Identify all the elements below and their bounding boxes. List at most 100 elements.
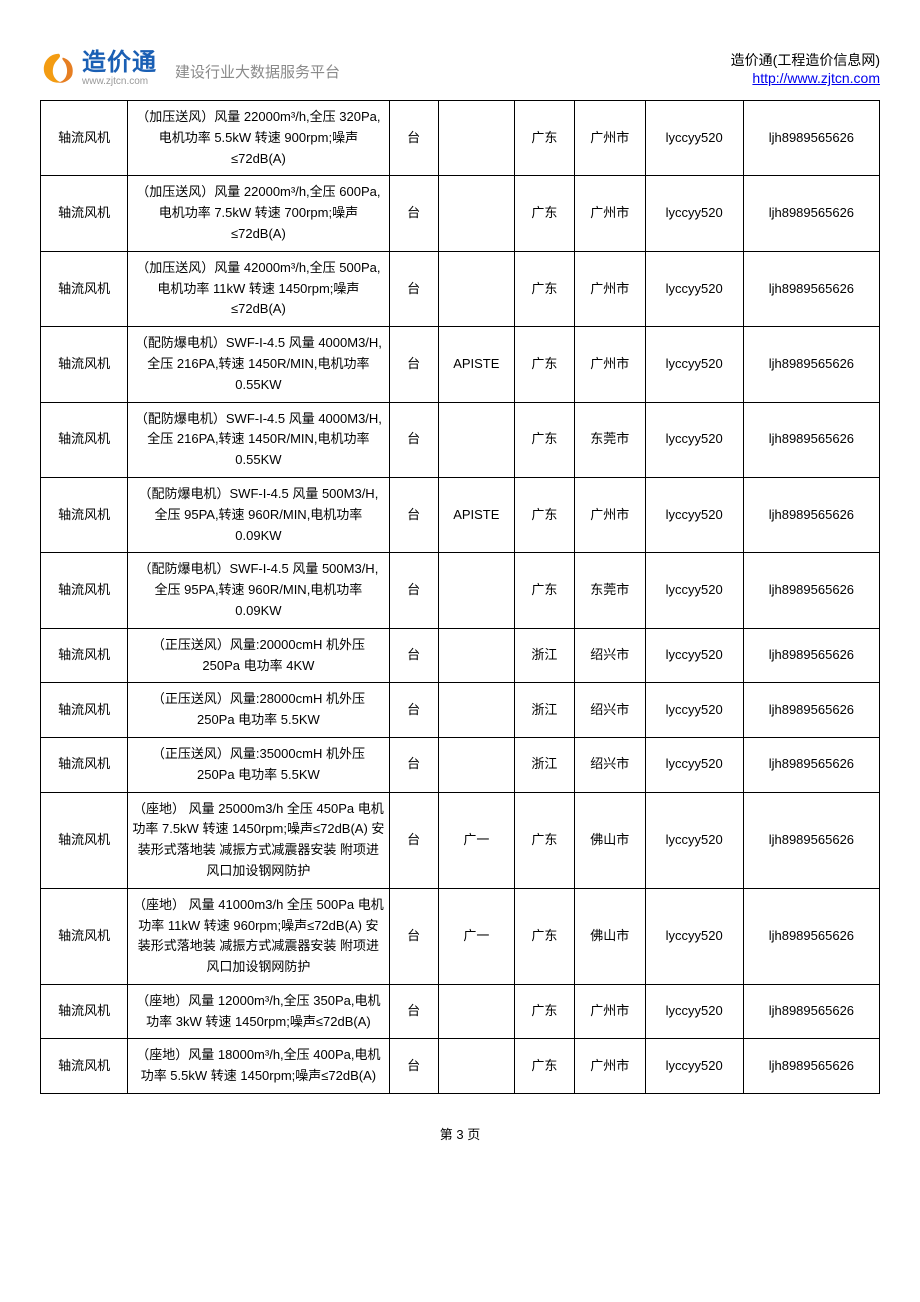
logo-name: 造价通 (82, 51, 157, 75)
cell-city: 佛山市 (574, 792, 645, 888)
cell-name: 轴流风机 (41, 477, 128, 552)
site-link[interactable]: http://www.zjtcn.com (752, 70, 880, 86)
logo-url: www.zjtcn.com (82, 77, 157, 87)
cell-name: 轴流风机 (41, 176, 128, 251)
data-table: 轴流风机（加压送风）风量 22000m³/h,全压 320Pa,电机功率 5.5… (40, 100, 880, 1094)
cell-code: ljh8989565626 (743, 683, 879, 738)
cell-code: ljh8989565626 (743, 792, 879, 888)
cell-city: 绍兴市 (574, 737, 645, 792)
cell-unit: 台 (389, 251, 438, 326)
cell-city: 绍兴市 (574, 628, 645, 683)
cell-city: 广州市 (574, 176, 645, 251)
page-number: 第 3 页 (440, 1127, 480, 1142)
cell-spec: （座地）风量 18000m³/h,全压 400Pa,电机功率 5.5kW 转速 … (128, 1039, 390, 1094)
site-name: 造价通(工程造价信息网) (731, 50, 880, 70)
cell-brand (438, 737, 514, 792)
cell-unit: 台 (389, 888, 438, 984)
table-row: 轴流风机（正压送风）风量:20000cmH 机外压 250Pa 电功率 4KW台… (41, 628, 880, 683)
logo-swirl-icon (40, 50, 78, 88)
cell-city: 广州市 (574, 1039, 645, 1094)
cell-code: ljh8989565626 (743, 888, 879, 984)
cell-brand (438, 628, 514, 683)
cell-user: lyccyy520 (645, 402, 743, 477)
cell-prov: 广东 (514, 327, 574, 402)
cell-user: lyccyy520 (645, 176, 743, 251)
cell-unit: 台 (389, 683, 438, 738)
cell-code: ljh8989565626 (743, 984, 879, 1039)
cell-brand: APISTE (438, 477, 514, 552)
cell-code: ljh8989565626 (743, 402, 879, 477)
cell-spec: （配防爆电机）SWF-I-4.5 风量 4000M3/H,全压 216PA,转速… (128, 327, 390, 402)
cell-spec: （座地）风量 12000m³/h,全压 350Pa,电机功率 3kW 转速 14… (128, 984, 390, 1039)
cell-user: lyccyy520 (645, 628, 743, 683)
cell-code: ljh8989565626 (743, 737, 879, 792)
cell-code: ljh8989565626 (743, 553, 879, 628)
cell-spec: （配防爆电机）SWF-I-4.5 风量 4000M3/H,全压 216PA,转速… (128, 402, 390, 477)
cell-user: lyccyy520 (645, 683, 743, 738)
cell-prov: 广东 (514, 1039, 574, 1094)
cell-unit: 台 (389, 176, 438, 251)
cell-spec: （正压送风）风量:28000cmH 机外压 250Pa 电功率 5.5KW (128, 683, 390, 738)
cell-spec: （加压送风）风量 42000m³/h,全压 500Pa,电机功率 11kW 转速… (128, 251, 390, 326)
cell-prov: 广东 (514, 984, 574, 1039)
cell-prov: 浙江 (514, 628, 574, 683)
cell-prov: 广东 (514, 101, 574, 176)
cell-brand (438, 101, 514, 176)
table-row: 轴流风机（座地） 风量 25000m3/h 全压 450Pa 电机功率 7.5k… (41, 792, 880, 888)
cell-city: 广州市 (574, 251, 645, 326)
cell-brand: APISTE (438, 327, 514, 402)
table-row: 轴流风机（配防爆电机）SWF-I-4.5 风量 4000M3/H,全压 216P… (41, 327, 880, 402)
cell-brand (438, 984, 514, 1039)
cell-brand (438, 176, 514, 251)
table-row: 轴流风机（正压送风）风量:35000cmH 机外压 250Pa 电功率 5.5K… (41, 737, 880, 792)
cell-code: ljh8989565626 (743, 477, 879, 552)
page-header: 造价通 www.zjtcn.com 建设行业大数据服务平台 造价通(工程造价信息… (40, 50, 880, 88)
cell-brand: 广一 (438, 792, 514, 888)
cell-code: ljh8989565626 (743, 327, 879, 402)
cell-spec: （正压送风）风量:20000cmH 机外压 250Pa 电功率 4KW (128, 628, 390, 683)
cell-spec: （加压送风）风量 22000m³/h,全压 600Pa,电机功率 7.5kW 转… (128, 176, 390, 251)
cell-name: 轴流风机 (41, 251, 128, 326)
cell-unit: 台 (389, 402, 438, 477)
cell-code: ljh8989565626 (743, 251, 879, 326)
table-row: 轴流风机（座地） 风量 41000m3/h 全压 500Pa 电机功率 11kW… (41, 888, 880, 984)
table-row: 轴流风机（座地）风量 12000m³/h,全压 350Pa,电机功率 3kW 转… (41, 984, 880, 1039)
cell-prov: 广东 (514, 251, 574, 326)
cell-spec: （正压送风）风量:35000cmH 机外压 250Pa 电功率 5.5KW (128, 737, 390, 792)
cell-city: 佛山市 (574, 888, 645, 984)
cell-unit: 台 (389, 737, 438, 792)
cell-name: 轴流风机 (41, 628, 128, 683)
cell-user: lyccyy520 (645, 327, 743, 402)
cell-name: 轴流风机 (41, 888, 128, 984)
cell-unit: 台 (389, 553, 438, 628)
cell-user: lyccyy520 (645, 1039, 743, 1094)
cell-user: lyccyy520 (645, 477, 743, 552)
cell-city: 绍兴市 (574, 683, 645, 738)
cell-brand (438, 402, 514, 477)
cell-city: 广州市 (574, 327, 645, 402)
cell-user: lyccyy520 (645, 888, 743, 984)
cell-unit: 台 (389, 984, 438, 1039)
cell-unit: 台 (389, 1039, 438, 1094)
cell-city: 东莞市 (574, 553, 645, 628)
cell-unit: 台 (389, 628, 438, 683)
cell-code: ljh8989565626 (743, 1039, 879, 1094)
cell-name: 轴流风机 (41, 737, 128, 792)
cell-user: lyccyy520 (645, 553, 743, 628)
cell-name: 轴流风机 (41, 327, 128, 402)
cell-name: 轴流风机 (41, 683, 128, 738)
cell-name: 轴流风机 (41, 553, 128, 628)
cell-spec: （加压送风）风量 22000m³/h,全压 320Pa,电机功率 5.5kW 转… (128, 101, 390, 176)
cell-name: 轴流风机 (41, 792, 128, 888)
cell-prov: 广东 (514, 888, 574, 984)
cell-spec: （配防爆电机）SWF-I-4.5 风量 500M3/H,全压 95PA,转速 9… (128, 477, 390, 552)
cell-unit: 台 (389, 792, 438, 888)
cell-brand (438, 553, 514, 628)
cell-prov: 浙江 (514, 683, 574, 738)
cell-prov: 广东 (514, 402, 574, 477)
cell-name: 轴流风机 (41, 1039, 128, 1094)
table-row: 轴流风机（加压送风）风量 42000m³/h,全压 500Pa,电机功率 11k… (41, 251, 880, 326)
table-row: 轴流风机（配防爆电机）SWF-I-4.5 风量 500M3/H,全压 95PA,… (41, 477, 880, 552)
cell-city: 广州市 (574, 477, 645, 552)
cell-brand: 广一 (438, 888, 514, 984)
